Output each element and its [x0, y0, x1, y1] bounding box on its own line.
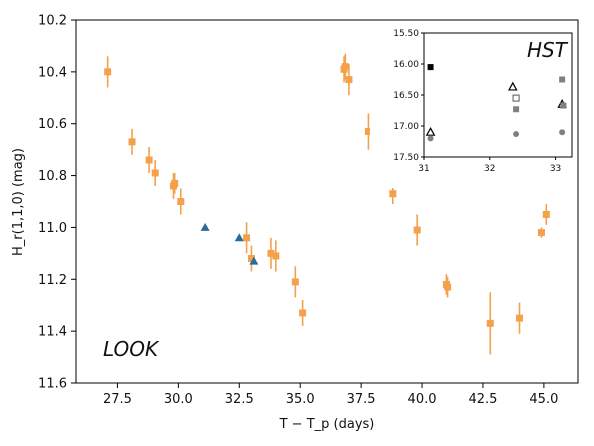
x-tick-label: 35.0 [286, 392, 315, 407]
look-data-point [247, 255, 255, 263]
inset-x-tick-label: 33 [550, 164, 561, 174]
look-data-point [537, 229, 545, 237]
inset-x-tick-label: 31 [418, 164, 429, 174]
x-tick-label: 32.5 [225, 392, 254, 407]
look-data-point [291, 278, 299, 286]
triangle-data-point [249, 256, 259, 265]
y-tick-label: 10.2 [38, 14, 67, 29]
inset-y-tick-label: 16.50 [393, 91, 419, 101]
inset-x-tick-label: 32 [484, 164, 495, 174]
inset-y-tick-label: 17.50 [393, 153, 419, 163]
y-tick-label: 10.8 [38, 169, 67, 184]
inset-y-tick-label: 17.00 [393, 122, 419, 132]
look-data-point [128, 138, 136, 146]
y-tick-label: 11.2 [38, 273, 67, 288]
look-data-point [486, 319, 494, 327]
look-data-point [516, 314, 524, 322]
look-data-point [345, 76, 353, 84]
x-tick-label: 37.5 [347, 392, 376, 407]
inset-open-triangle-point [507, 81, 518, 91]
look-data-point [267, 249, 275, 257]
look-data-point [389, 190, 397, 198]
x-tick-label: 40.0 [408, 392, 437, 407]
x-tick-label: 27.5 [103, 392, 132, 407]
x-tick-label: 45.0 [529, 392, 558, 407]
inset-open-triangle-point [425, 126, 436, 136]
x-axis-label: T − T_p (days) [279, 417, 375, 432]
y-tick-label: 10.4 [38, 65, 67, 80]
inset-y-tick-label: 15.50 [393, 29, 419, 39]
look-data-point [444, 283, 452, 291]
triangle-data-point [200, 222, 210, 231]
inset-circle-point [559, 129, 566, 136]
y-tick-label: 11.0 [38, 221, 67, 236]
y-axis-label: H_r(1,1,0) (mag) [11, 148, 26, 256]
hst-title: HST [527, 38, 569, 62]
main-plot-frame [75, 19, 579, 384]
y-tick-label: 10.6 [38, 117, 67, 132]
inset-square-point [513, 106, 520, 113]
look-data-point [413, 226, 421, 234]
y-tick-label: 11.6 [38, 377, 67, 392]
inset-square-point [559, 76, 566, 83]
look-data-point [364, 127, 372, 135]
inset-square-point [427, 64, 434, 71]
look-data-point [145, 156, 153, 164]
inset-square-point [560, 102, 567, 109]
x-tick-label: 42.5 [468, 392, 497, 407]
look-data-point [177, 198, 185, 205]
look-data-point [104, 68, 112, 76]
inset-circle-point [513, 131, 520, 138]
y-tick-label: 11.4 [38, 325, 67, 340]
look-data-point [243, 234, 251, 242]
look-data-point [299, 309, 307, 317]
inset-circle-point [427, 135, 434, 142]
inset-background [370, 22, 576, 188]
look-data-point [151, 169, 159, 177]
look-data-point [542, 210, 550, 218]
look-annotation: LOOK [103, 337, 160, 361]
triangle-data-point [234, 233, 244, 242]
look-data-point [171, 179, 179, 187]
look-data-point [272, 252, 280, 260]
inset-open-square-point [512, 94, 520, 102]
look-data-point [341, 63, 349, 71]
x-tick-label: 30.0 [164, 392, 193, 407]
inset-y-tick-label: 16.00 [393, 60, 419, 70]
